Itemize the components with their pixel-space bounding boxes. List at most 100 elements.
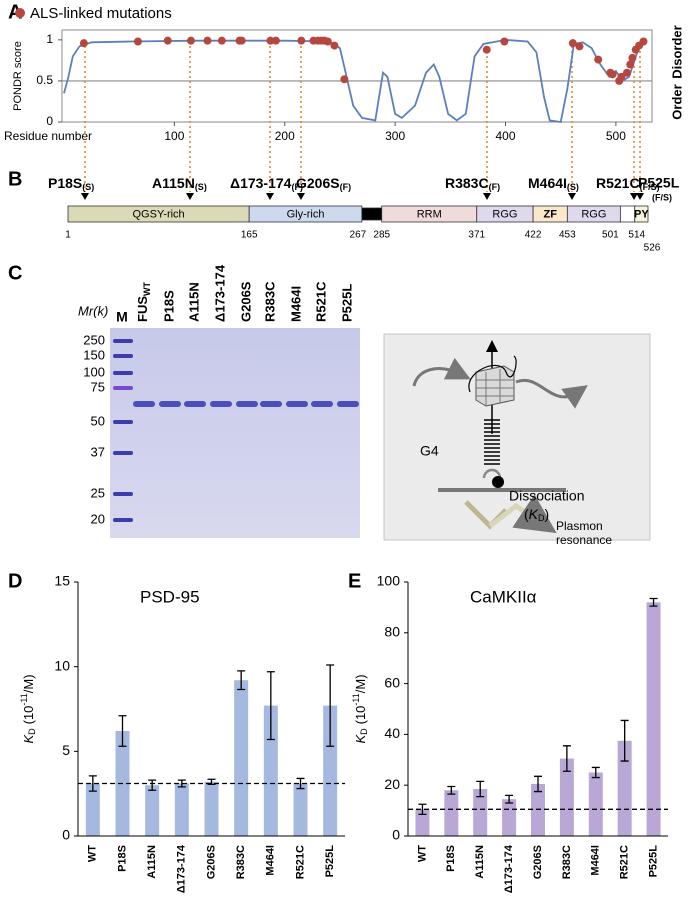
mutation-point xyxy=(568,39,577,48)
protein-band xyxy=(133,401,155,407)
bar xyxy=(588,772,603,836)
x-tick-label: R521C xyxy=(619,845,631,879)
mutation-label: R521C(F/S) xyxy=(596,175,660,193)
error-bar xyxy=(649,597,658,607)
bar xyxy=(174,783,189,836)
domain xyxy=(619,205,636,223)
kd-label-part: D xyxy=(538,513,545,523)
mutation-label-part: (F) xyxy=(340,182,352,192)
legend-label: ALS-linked mutations xyxy=(30,5,172,22)
x-tick-label: 200 xyxy=(275,129,295,143)
protein-band xyxy=(311,401,333,407)
error-bar xyxy=(266,671,275,741)
legend-marker xyxy=(15,8,25,18)
marker-size-label: 75 xyxy=(91,379,105,394)
mutation-label-part: A115N xyxy=(152,175,195,191)
mutation-point xyxy=(330,41,339,50)
plasmon-reflect xyxy=(488,494,557,534)
kd-label-part: ) xyxy=(545,506,550,522)
mutation-point xyxy=(323,37,332,46)
mutation-point xyxy=(594,55,603,64)
bar xyxy=(415,809,430,836)
domain-label: RGG xyxy=(581,208,606,220)
panel-label: C xyxy=(8,262,22,284)
x-tick-label: A115N xyxy=(474,845,486,879)
boundary-label: 514 xyxy=(628,230,645,241)
error-bar xyxy=(326,664,335,747)
chart-annotation: PSD-95 xyxy=(140,587,200,606)
protein-band xyxy=(337,401,359,407)
mutation-label: P18S(S) xyxy=(48,175,94,193)
y-axis-label-part: (10 xyxy=(21,706,36,725)
lane-label: R521C xyxy=(313,281,328,322)
mutation-label-part: (F) xyxy=(291,182,303,192)
y-tick-label: 1 xyxy=(46,32,53,46)
chart-annotation: CaMKIIα xyxy=(470,587,537,606)
domain xyxy=(361,207,383,221)
y-axis-label-part: -11 xyxy=(19,693,29,705)
g4-hatch xyxy=(476,369,514,406)
mutation-point xyxy=(617,72,626,81)
lane-label: R383C xyxy=(262,281,277,322)
error-bar xyxy=(118,715,127,747)
y-tick-label: 60 xyxy=(384,674,400,690)
mutation-label-part: (F) xyxy=(489,182,501,192)
schematic xyxy=(383,333,651,541)
plasmon-label: resonance xyxy=(556,533,612,547)
mr-label: Mr(k) xyxy=(78,303,108,318)
boundary-label: 285 xyxy=(373,230,390,241)
error-bar xyxy=(88,775,97,792)
x-tick-label: R521C xyxy=(294,845,306,879)
mutation-point xyxy=(482,45,491,54)
mutation-point xyxy=(217,36,226,45)
error-bar xyxy=(296,777,305,790)
mutation-point xyxy=(266,36,275,45)
bar xyxy=(444,790,459,836)
boundary-label: 453 xyxy=(559,230,576,241)
lane-label: P18S xyxy=(161,290,176,322)
boundary-label: 371 xyxy=(468,230,485,241)
lane-label: G206S xyxy=(238,281,253,322)
mutation-label-part: (S) xyxy=(567,182,579,192)
linker xyxy=(484,419,500,465)
mutation-point xyxy=(186,36,195,45)
y-axis-label-part: /M) xyxy=(21,674,36,693)
arrow-in xyxy=(412,357,471,387)
region-label: Disorder xyxy=(669,25,684,78)
y-tick-label: 0.5 xyxy=(36,73,53,87)
protein-band xyxy=(236,401,258,407)
mutation-label-part: R521C xyxy=(596,175,640,191)
mutation-point xyxy=(626,60,635,69)
error-bar xyxy=(237,670,246,691)
y-axis-label-part: D xyxy=(359,728,369,735)
x-tick-label: 100 xyxy=(164,129,184,143)
mutation-label-part: Δ173-174 xyxy=(230,175,292,191)
marker-size-label: 150 xyxy=(83,347,105,362)
error-bar xyxy=(447,785,456,795)
mutation-label-part: (S) xyxy=(195,182,207,192)
kd-label-part: K xyxy=(529,506,539,522)
mutation-label-part: (F/S) xyxy=(640,182,660,192)
mutation-marker xyxy=(483,193,491,200)
x-tick-label: Δ173-174 xyxy=(176,844,188,893)
mutation-label-part: R383C xyxy=(445,175,489,191)
x-tick-label: R383C xyxy=(235,845,247,879)
bar xyxy=(263,705,278,836)
marker-lane-label: M xyxy=(116,309,128,325)
panel-label: E xyxy=(348,570,361,592)
mutation-point xyxy=(622,68,631,77)
marker-band xyxy=(113,386,133,390)
x-tick-label: M464I xyxy=(590,845,602,876)
marker-size-label: 50 xyxy=(91,413,105,428)
mutation-point xyxy=(79,39,88,48)
x-tick-label: 500 xyxy=(606,129,626,143)
x-tick-label: WT xyxy=(416,845,428,862)
error-bar xyxy=(177,779,186,788)
mutation-point xyxy=(203,36,212,45)
marker-band xyxy=(113,492,133,496)
mutation-marker xyxy=(186,193,194,200)
y-axis-label: KD (10-11/M) xyxy=(351,674,369,743)
error-bar xyxy=(207,778,216,786)
boundary-label: 1 xyxy=(65,230,71,241)
mutation-label-part: P18S xyxy=(48,175,82,191)
